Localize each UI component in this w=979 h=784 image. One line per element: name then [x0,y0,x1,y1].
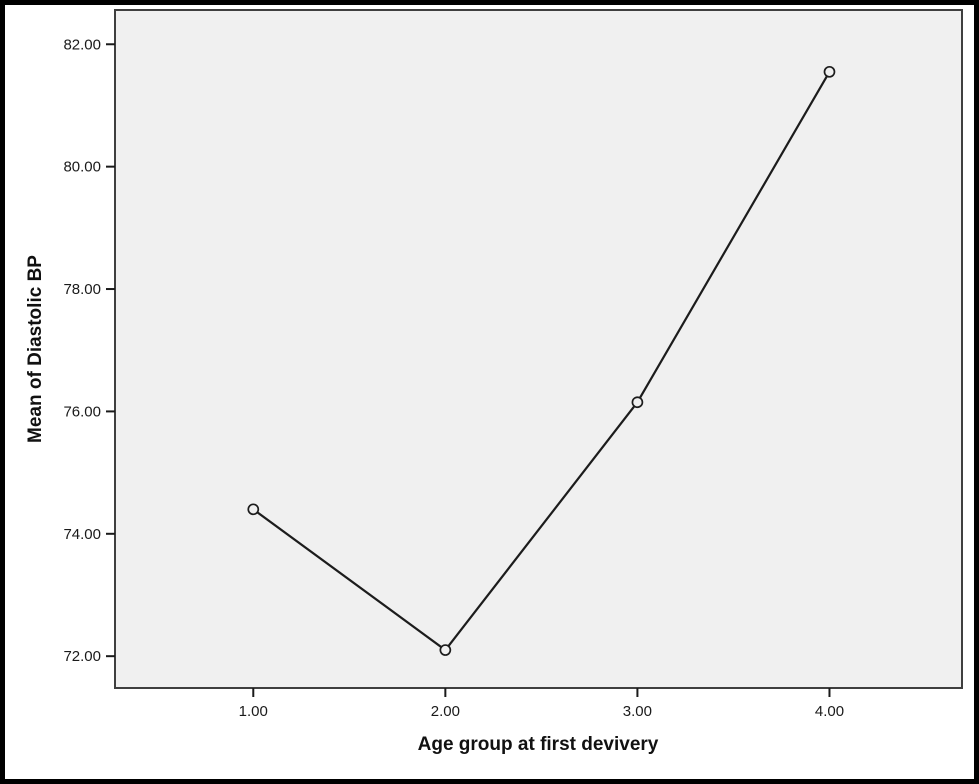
y-tick-label: 82.00 [63,36,101,53]
x-axis-ticks: 1.00 2.00 3.00 4.00 [239,688,844,720]
plot-area [114,9,963,689]
x-tick-label: 2.00 [431,703,460,720]
y-tick-label: 76.00 [63,403,101,420]
data-point-marker [439,644,452,656]
data-point-marker [823,65,836,78]
y-axis-ticks: 72.00 74.00 76.00 78.00 80.00 82.00 [63,36,115,665]
data-line-group [252,70,831,652]
plot-area-group [114,9,963,689]
data-point-marker [631,396,644,409]
x-tick-label: 1.00 [239,703,268,720]
data-points-group [247,65,836,656]
line-chart: 72.00 74.00 76.00 78.00 80.00 82.00 1.00 2.00 3… [63,9,963,720]
y-tick-label: 74.00 [63,526,101,543]
x-axis-title: Age group at first devivery [417,734,659,755]
y-axis-title: Mean of Diastolic BP [25,255,46,443]
y-tick-label: 78.00 [63,281,101,298]
x-tick-label: 4.00 [815,703,844,720]
data-point-marker [247,503,260,516]
x-tick-label: 3.00 [623,703,652,720]
y-tick-label: 80.00 [63,159,101,176]
data-line [252,70,831,652]
y-tick-label: 72.00 [63,648,101,665]
